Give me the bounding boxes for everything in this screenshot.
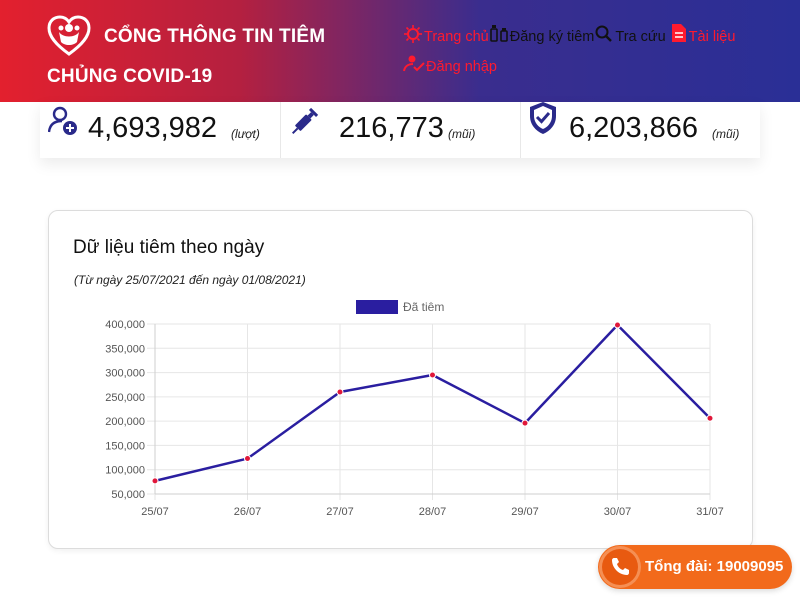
- nav-item-lookup[interactable]: Tra cứu: [594, 25, 666, 45]
- heart-logo-icon[interactable]: [47, 14, 91, 58]
- legend-swatch: [356, 300, 398, 314]
- stat-value: 4,693,982: [88, 112, 218, 144]
- nav-label-login: Đăng nhập: [426, 59, 497, 75]
- login-user-icon: [403, 55, 425, 72]
- search-icon: [595, 25, 613, 42]
- nav-label-register: Đăng ký tiêm: [509, 29, 595, 45]
- card-subtitle: (Từ ngày 25/07/2021 đến ngày 01/08/2021): [74, 273, 306, 287]
- nav-label-home: Trang chủ: [424, 29, 489, 45]
- stat-value: 216,773: [339, 112, 444, 144]
- nav-label-documents: Tài liệu: [688, 29, 736, 45]
- y-tick-label: 400,000: [105, 319, 145, 331]
- shield-check-icon: [530, 102, 556, 134]
- phone-icon: [612, 558, 629, 575]
- data-point: [244, 455, 251, 463]
- x-tick-label: 28/07: [419, 506, 447, 518]
- syringe-icon: [291, 107, 319, 135]
- y-tick-label: 50,000: [111, 489, 145, 501]
- hotline-icon-circle: [602, 549, 638, 585]
- site-header: CỔNG THÔNG TIN TIÊM CHỦNG COVID-19 Trang…: [0, 0, 800, 102]
- nav-label-lookup: Tra cứu: [615, 29, 666, 45]
- stat-total-injected: 6,203,866 (mũi): [520, 102, 760, 158]
- virus-icon: [404, 25, 422, 43]
- daily-vaccination-chart[interactable]: 50,000 100,000 150,000 200,000 250,000 300,00…: [49, 211, 754, 550]
- hotline-button[interactable]: Tổng đài: 19009095: [598, 545, 792, 589]
- document-icon: [671, 24, 686, 42]
- x-tick-label: 27/07: [326, 506, 354, 518]
- y-tick-label: 350,000: [105, 343, 145, 355]
- y-tick-label: 150,000: [105, 440, 145, 452]
- brand-title-line1: CỔNG THÔNG TIN TIÊM: [104, 26, 326, 47]
- y-tick-label: 200,000: [105, 416, 145, 428]
- x-tick-label: 29/07: [511, 506, 539, 518]
- y-tick-label: 100,000: [105, 465, 145, 477]
- nav-item-register[interactable]: Đăng ký tiêm: [489, 25, 595, 45]
- stats-bar: 4,693,982 (lượt) 216,773 (mũi) 6,203,866…: [40, 102, 760, 158]
- data-point: [614, 321, 621, 329]
- user-add-icon: [48, 106, 77, 135]
- data-point: [336, 388, 344, 396]
- syringe-vial-icon: [489, 25, 508, 42]
- nav-item-documents[interactable]: Tài liệu: [670, 24, 736, 45]
- y-tick-label: 250,000: [105, 392, 145, 404]
- card-title: Dữ liệu tiêm theo ngày: [73, 237, 265, 258]
- x-tick-label: 25/07: [141, 506, 169, 518]
- x-tick-label: 30/07: [604, 506, 632, 518]
- brand-title-line2: CHỦNG COVID-19: [47, 66, 213, 87]
- stat-unit: (mũi): [448, 127, 476, 141]
- data-point: [151, 477, 159, 485]
- y-tick-label: 300,000: [105, 368, 145, 380]
- stat-unit: (mũi): [712, 127, 740, 141]
- main-nav: Trang chủ Đăng ký tiêm Tra cứu Tài liệu Đăn…: [403, 22, 763, 82]
- x-tick-label: 31/07: [696, 506, 724, 518]
- stat-injected-today: 216,773 (mũi): [280, 102, 520, 158]
- nav-item-home[interactable]: Trang chủ: [403, 25, 489, 45]
- stat-registered: 4,693,982 (lượt): [40, 102, 280, 158]
- daily-vaccination-card: Dữ liệu tiêm theo ngày (Từ ngày 25/07/20…: [48, 210, 753, 549]
- x-tick-label: 26/07: [234, 506, 262, 518]
- stat-value: 6,203,866: [569, 112, 699, 144]
- data-point: [706, 414, 714, 422]
- hotline-label: Tổng đài: 19009095: [645, 558, 784, 575]
- stat-unit: (lượt): [231, 127, 260, 141]
- nav-item-login[interactable]: Đăng nhập: [403, 55, 497, 75]
- data-point: [521, 419, 529, 427]
- data-point: [429, 371, 436, 379]
- legend-label: Đã tiêm: [403, 300, 444, 314]
